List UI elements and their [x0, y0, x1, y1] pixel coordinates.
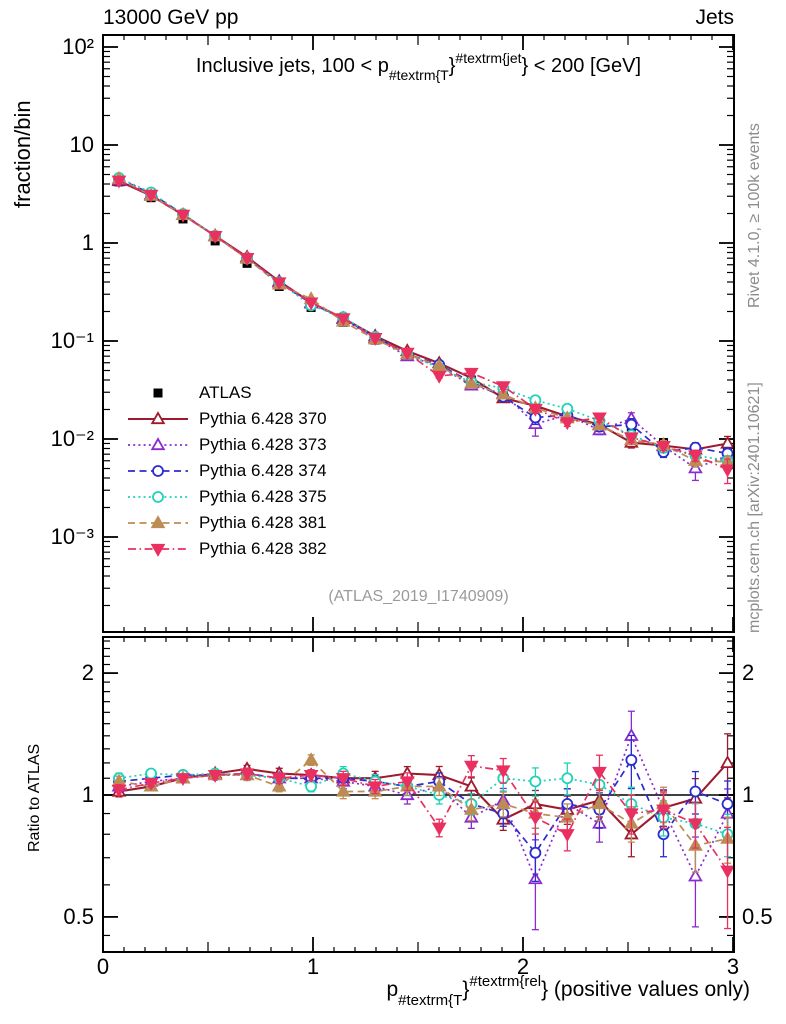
ratio-series-3 [113, 762, 734, 858]
x-title-sup: #textrm{rel [469, 973, 542, 990]
legend-label-atlas: ATLAS [199, 383, 252, 402]
x-title-post: } (positive values only) [541, 978, 750, 1001]
main-y-tick-1e1: 10 [69, 132, 94, 157]
legend-marker-pythia-373 [128, 437, 188, 451]
plot-title: Inclusive jets, 100 < p#textrm{T}#textrm… [103, 50, 734, 83]
ratio-y-tick-2-right: 2 [742, 660, 755, 685]
legend-marker-pythia-374 [128, 465, 188, 477]
main-y-tick-1e-3: 10⁻³ [50, 524, 94, 549]
analysis-id-watermark: (ATLAS_2019_I1740909) [328, 588, 509, 605]
ratio-y-tick-1-right: 1 [742, 782, 755, 807]
x-tick-1: 1 [306, 954, 320, 979]
plot-title-post: } < 200 [GeV] [521, 55, 642, 77]
legend-marker-pythia-375 [128, 491, 188, 503]
rivet-version-note: Rivet 4.1.0, ≥ 100k events [746, 123, 763, 308]
legend-label-pythia-370: Pythia 6.428 370 [199, 409, 327, 428]
legend-label-pythia-381: Pythia 6.428 381 [199, 513, 327, 532]
ratio-series-5 [111, 754, 734, 930]
main-series-5 [111, 175, 734, 485]
legend-marker-pythia-381 [128, 515, 188, 529]
x-title-pre: p [386, 978, 399, 1001]
legend: ATLAS Pythia 6.428 370 Pythia 6.428 373 … [126, 380, 327, 562]
legend-item-pythia-370: Pythia 6.428 370 [126, 406, 327, 432]
ratio-y-tick-05-right: 0.5 [742, 904, 773, 929]
legend-item-pythia-374: Pythia 6.428 374 [126, 458, 327, 484]
process-label: Jets [695, 6, 734, 29]
legend-label-pythia-382: Pythia 6.428 382 [199, 539, 327, 558]
legend-item-atlas: ATLAS [126, 380, 327, 406]
legend-item-pythia-373: Pythia 6.428 373 [126, 432, 327, 458]
legend-item-pythia-375: Pythia 6.428 375 [126, 484, 327, 510]
plot-title-sub: #textrm{T [388, 67, 449, 83]
legend-label-pythia-373: Pythia 6.428 373 [199, 435, 327, 454]
ratio-panel-data [103, 710, 734, 931]
ratio-y-tick-1-left: 1 [81, 782, 94, 807]
x-tick-3: 3 [726, 954, 740, 979]
mcplots-arxiv-note: mcplots.cern.ch [arXiv:2401.10621] [746, 382, 763, 633]
legend-marker-atlas [153, 388, 163, 398]
x-axis-title: p#textrm{T}#textrm{rel} (positive values… [386, 973, 750, 1009]
x-title-brace: } [462, 978, 470, 1001]
x-tick-0: 0 [96, 954, 110, 979]
main-y-tick-1: 1 [81, 230, 94, 255]
legend-marker-pythia-382 [128, 543, 188, 557]
legend-item-pythia-381: Pythia 6.428 381 [126, 510, 327, 536]
x-tick-2: 2 [516, 954, 530, 979]
main-y-tick-1e-1: 10⁻¹ [50, 328, 94, 353]
ratio-panel-frame [102, 636, 735, 953]
ratio-y-tick-05-left: 0.5 [63, 904, 94, 929]
main-y-tick-1e2: 10² [62, 34, 94, 59]
plot-title-pre: Inclusive jets, 100 < p [195, 55, 389, 77]
legend-label-pythia-375: Pythia 6.428 375 [199, 487, 327, 506]
ratio-series-1 [111, 710, 734, 931]
main-panel-data [111, 170, 734, 485]
legend-item-pythia-382: Pythia 6.428 382 [126, 536, 327, 562]
main-panel-frame [102, 34, 735, 633]
ratio-series-4 [111, 752, 734, 873]
main-y-tick-1e-2: 10⁻² [50, 426, 94, 451]
ratio-series-2 [113, 734, 734, 883]
ratio-y-tick-2-left: 2 [81, 660, 94, 685]
plot-title-brace: } [448, 55, 456, 77]
legend-marker-pythia-370 [128, 411, 188, 425]
plot-title-sup: #textrm{jet [455, 50, 522, 66]
legend-label-pythia-374: Pythia 6.428 374 [199, 461, 327, 480]
beam-energy-label: 13000 GeV pp [103, 6, 239, 29]
x-title-sub: #textrm{T [398, 992, 463, 1009]
